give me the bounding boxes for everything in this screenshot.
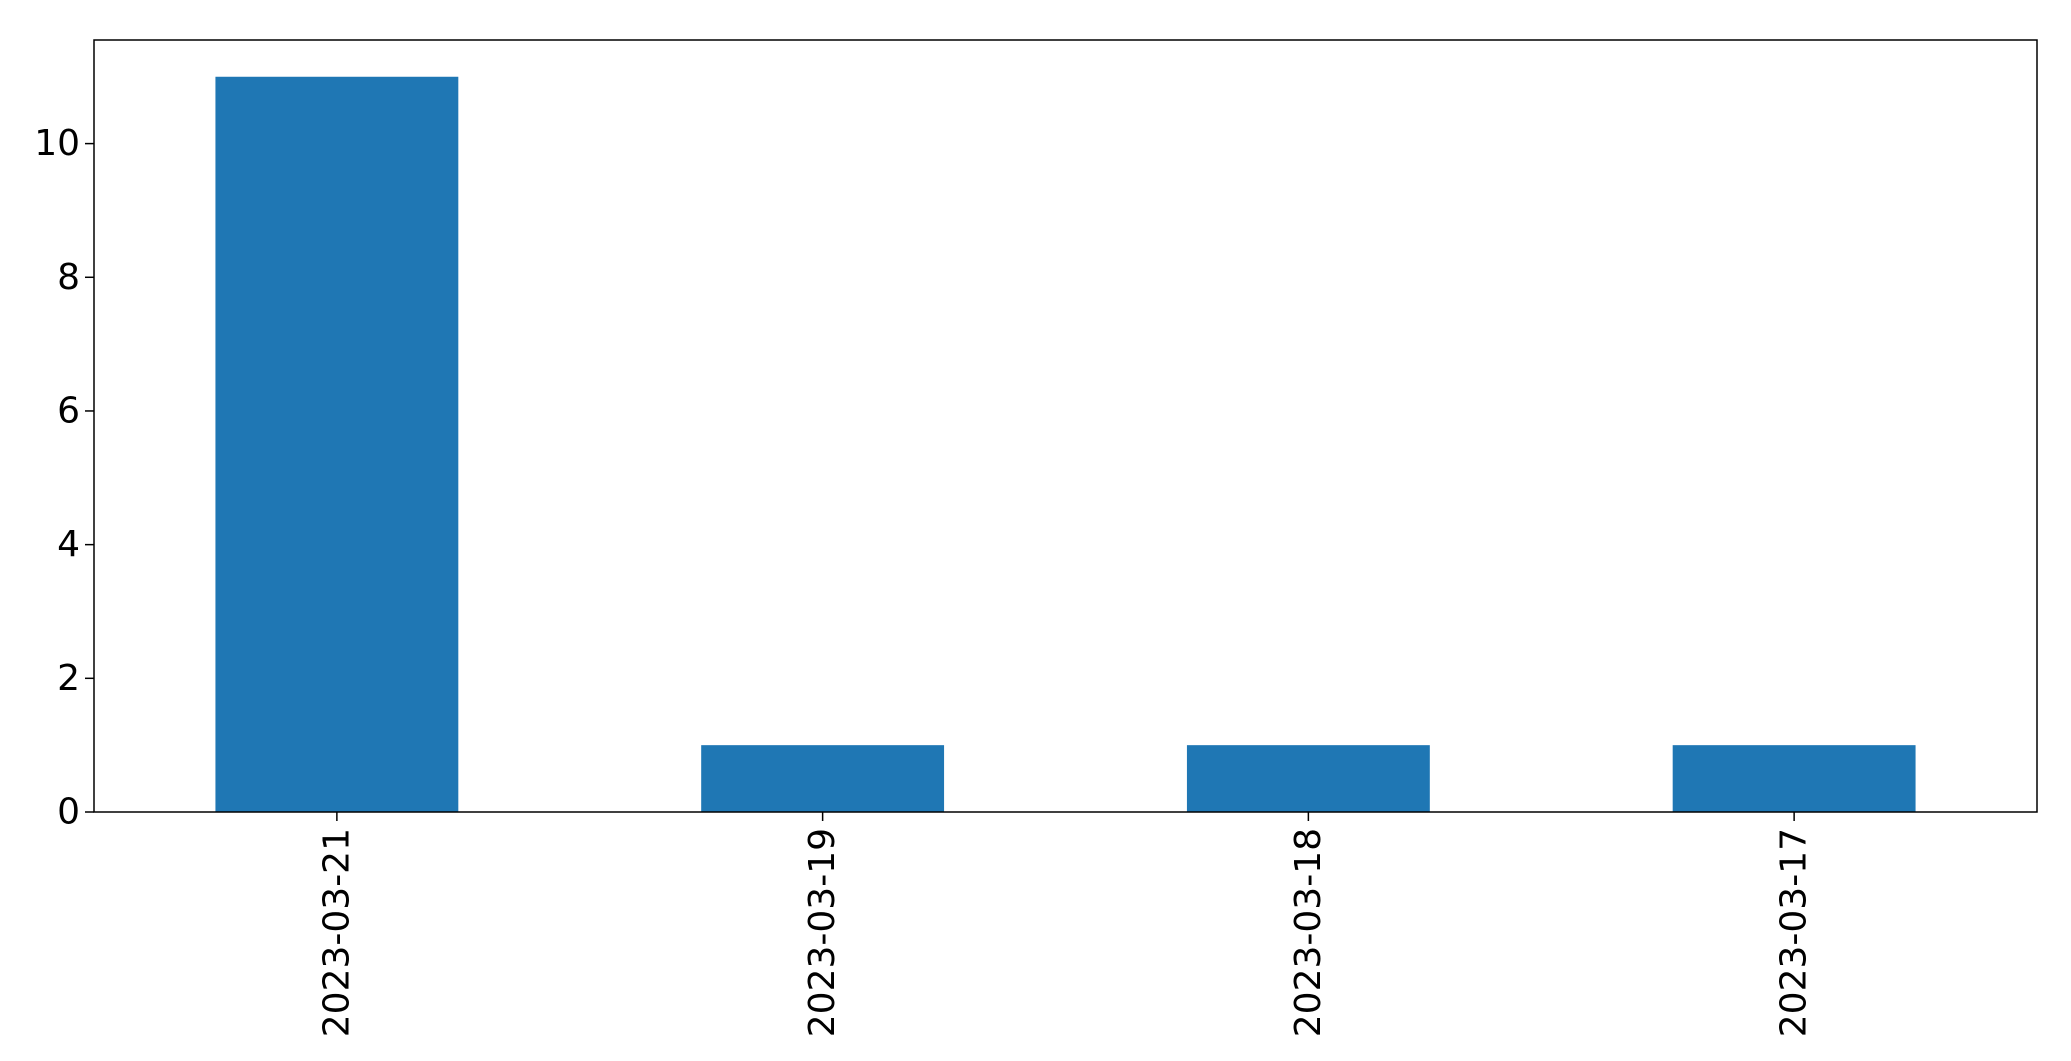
y-tick-label: 6: [57, 390, 80, 431]
y-tick-label: 8: [57, 257, 80, 298]
bar-2023-03-17: [1672, 745, 1916, 812]
bar-2023-03-18: [1186, 745, 1430, 812]
x-tick-label: 2023-03-19: [802, 828, 843, 1037]
y-tick-label: 2: [57, 658, 80, 699]
bars-group: [215, 76, 1916, 812]
bar-2023-03-19: [701, 745, 945, 812]
x-tick-label: 2023-03-17: [1774, 828, 1815, 1037]
x-tick-label: 2023-03-21: [316, 828, 357, 1037]
plot-frame: [93, 39, 2038, 813]
x-axis: 2023-03-21 2023-03-19 2023-03-18 2023-03-17: [316, 812, 1815, 1037]
y-tick-label: 4: [57, 524, 80, 565]
y-tick-label: 10: [34, 123, 80, 164]
y-tick-label: 0: [57, 792, 80, 833]
y-axis: 0 2 4 6 8 10: [34, 123, 94, 833]
bar-2023-03-21: [215, 76, 459, 812]
x-tick-label: 2023-03-18: [1288, 828, 1329, 1037]
